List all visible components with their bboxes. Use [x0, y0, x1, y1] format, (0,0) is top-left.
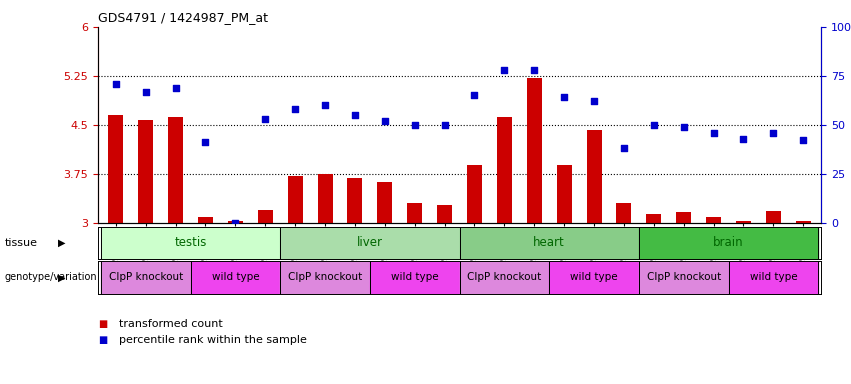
Text: testis: testis [174, 237, 207, 249]
Text: ClpP knockout: ClpP knockout [288, 272, 363, 283]
Text: ■: ■ [98, 319, 107, 329]
Point [109, 81, 123, 87]
Bar [108, 115, 123, 223]
Text: brain: brain [713, 237, 744, 249]
Bar [168, 117, 183, 223]
Point [229, 220, 243, 226]
Point [318, 102, 332, 108]
Text: transformed count: transformed count [119, 319, 223, 329]
Bar [586, 130, 602, 223]
Point [168, 84, 182, 91]
Bar [736, 222, 751, 223]
Point [797, 137, 810, 144]
Point [408, 122, 421, 128]
Text: ■: ■ [98, 335, 107, 345]
Point [617, 145, 631, 151]
Point [468, 92, 482, 98]
Point [587, 98, 601, 104]
Point [737, 136, 751, 142]
Point [139, 88, 152, 94]
Bar [377, 182, 392, 223]
Bar [467, 165, 482, 223]
Text: ▶: ▶ [58, 272, 66, 283]
Bar [766, 211, 781, 223]
Bar [198, 217, 213, 223]
Text: wild type: wild type [570, 272, 618, 283]
Text: tissue: tissue [4, 238, 37, 248]
Text: wild type: wild type [750, 272, 797, 283]
Bar [796, 222, 811, 223]
Point [557, 94, 571, 101]
Bar [497, 117, 511, 223]
Bar [408, 203, 422, 223]
Text: ClpP knockout: ClpP knockout [647, 272, 721, 283]
Point [437, 122, 451, 128]
Point [348, 112, 362, 118]
Bar [317, 174, 333, 223]
Text: ClpP knockout: ClpP knockout [467, 272, 541, 283]
Point [767, 129, 780, 136]
Bar [677, 212, 691, 223]
Bar [527, 78, 542, 223]
Point [498, 67, 511, 73]
Bar [647, 214, 661, 223]
Point [528, 67, 541, 73]
Bar [138, 119, 153, 223]
Bar [616, 203, 631, 223]
Text: wild type: wild type [212, 272, 260, 283]
Bar [706, 217, 721, 223]
Text: genotype/variation: genotype/variation [4, 272, 97, 283]
Bar [288, 176, 303, 223]
Text: wild type: wild type [391, 272, 438, 283]
Point [707, 129, 721, 136]
Point [378, 118, 391, 124]
Bar [258, 210, 272, 223]
Text: ClpP knockout: ClpP knockout [109, 272, 183, 283]
Bar [228, 222, 243, 223]
Point [677, 124, 690, 130]
Text: ▶: ▶ [58, 238, 66, 248]
Text: heart: heart [534, 237, 565, 249]
Point [288, 106, 302, 112]
Text: liver: liver [357, 237, 383, 249]
Text: percentile rank within the sample: percentile rank within the sample [119, 335, 307, 345]
Point [198, 139, 212, 146]
Bar [347, 178, 363, 223]
Bar [557, 165, 572, 223]
Point [259, 116, 272, 122]
Text: GDS4791 / 1424987_PM_at: GDS4791 / 1424987_PM_at [98, 11, 268, 24]
Bar [437, 205, 452, 223]
Point [647, 122, 660, 128]
